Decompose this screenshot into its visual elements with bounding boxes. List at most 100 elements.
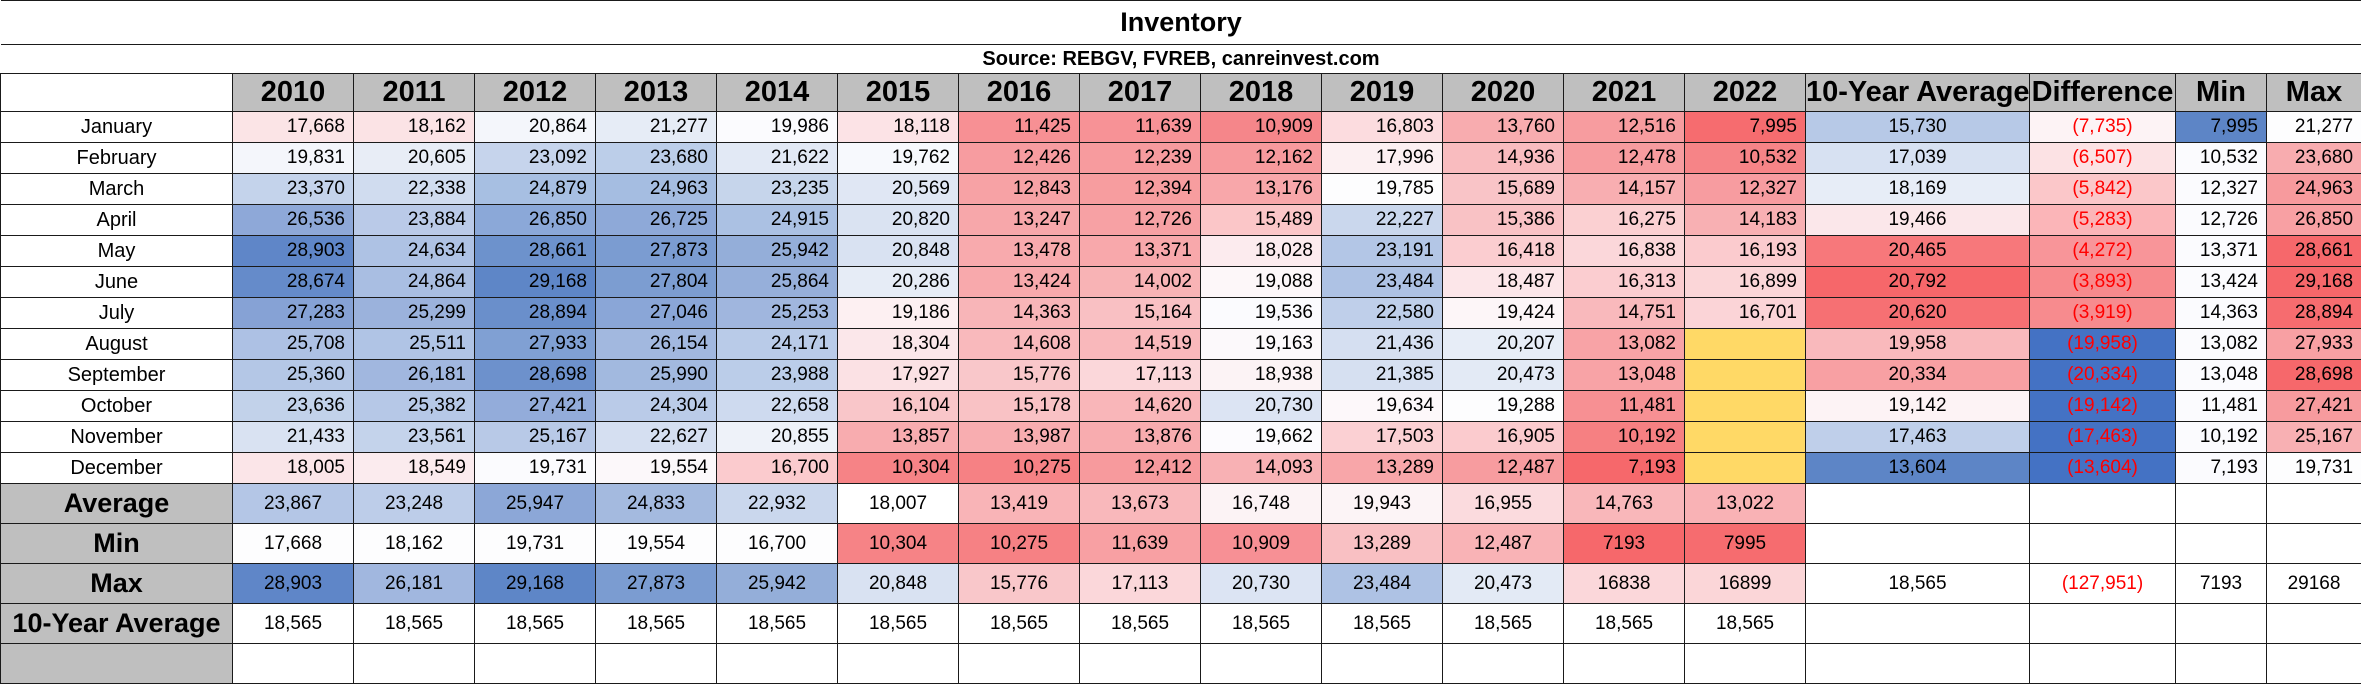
summary-cell[interactable]: 27,873	[595, 563, 717, 604]
month-label[interactable]: August	[0, 328, 233, 360]
inventory-cell[interactable]: 26,154	[595, 328, 717, 360]
inventory-cell[interactable]: 16,418	[1442, 235, 1564, 267]
summary-difference-cell[interactable]	[2029, 483, 2176, 524]
difference-cell[interactable]: (3,893)	[2029, 266, 2176, 298]
inventory-cell[interactable]: 14,608	[958, 328, 1080, 360]
inventory-cell[interactable]: 16,275	[1563, 204, 1685, 236]
ten-year-average-cell[interactable]: 19,958	[1805, 328, 2030, 360]
month-label[interactable]: December	[0, 452, 233, 484]
inventory-cell[interactable]: 24,171	[716, 328, 838, 360]
column-header[interactable]: Max	[2265, 73, 2361, 112]
inventory-cell[interactable]: 13,176	[1200, 173, 1322, 205]
summary-cell[interactable]: 18,565	[1684, 603, 1806, 644]
summary-average-cell[interactable]	[1805, 523, 2030, 564]
difference-cell[interactable]: (7,735)	[2029, 111, 2176, 143]
summary-cell[interactable]: 12,487	[1442, 523, 1564, 564]
summary-label[interactable]: Min	[0, 523, 233, 564]
ten-year-average-cell[interactable]: 20,334	[1805, 359, 2030, 391]
summary-cell[interactable]: 20,473	[1442, 563, 1564, 604]
inventory-cell[interactable]: 7,995	[1684, 111, 1806, 143]
inventory-cell[interactable]: 24,963	[595, 173, 717, 205]
ten-year-average-cell[interactable]: 19,466	[1805, 204, 2030, 236]
inventory-cell[interactable]: 21,277	[595, 111, 717, 143]
inventory-cell[interactable]: 12,394	[1079, 173, 1201, 205]
inventory-cell[interactable]: 18,304	[837, 328, 959, 360]
summary-max-cell[interactable]	[2265, 523, 2361, 564]
column-header[interactable]: 2018	[1200, 73, 1322, 112]
inventory-cell[interactable]: 18,549	[353, 452, 475, 484]
max-cell[interactable]: 25,167	[2265, 421, 2361, 453]
summary-min-cell[interactable]	[2175, 483, 2267, 524]
min-cell[interactable]: 11,481	[2175, 390, 2267, 422]
inventory-cell[interactable]: 25,864	[716, 266, 838, 298]
min-cell[interactable]: 13,424	[2175, 266, 2267, 298]
inventory-cell[interactable]: 16,104	[837, 390, 959, 422]
inventory-cell[interactable]: 20,855	[716, 421, 838, 453]
summary-cell[interactable]: 15,776	[958, 563, 1080, 604]
inventory-cell[interactable]: 14,936	[1442, 142, 1564, 174]
max-cell[interactable]: 21,277	[2265, 111, 2361, 143]
empty-cell[interactable]	[1442, 643, 1564, 684]
inventory-cell[interactable]: 15,178	[958, 390, 1080, 422]
summary-average-cell[interactable]	[1805, 603, 2030, 644]
difference-cell[interactable]: (19,142)	[2029, 390, 2176, 422]
summary-label[interactable]: Max	[0, 563, 233, 604]
inventory-cell[interactable]: 10,909	[1200, 111, 1322, 143]
ten-year-average-cell[interactable]: 13,604	[1805, 452, 2030, 484]
summary-cell[interactable]: 16838	[1563, 563, 1685, 604]
min-cell[interactable]: 12,726	[2175, 204, 2267, 236]
summary-cell[interactable]: 16,955	[1442, 483, 1564, 524]
max-cell[interactable]: 28,661	[2265, 235, 2361, 267]
summary-difference-cell[interactable]: (127,951)	[2029, 563, 2176, 604]
empty-cell[interactable]	[2175, 643, 2267, 684]
summary-cell[interactable]: 18,007	[837, 483, 959, 524]
inventory-cell[interactable]: 19,288	[1442, 390, 1564, 422]
summary-max-cell[interactable]	[2265, 483, 2361, 524]
inventory-cell[interactable]: 16,899	[1684, 266, 1806, 298]
empty-cell[interactable]	[1200, 643, 1322, 684]
inventory-cell[interactable]: 27,873	[595, 235, 717, 267]
summary-cell[interactable]: 13,022	[1684, 483, 1806, 524]
ten-year-average-cell[interactable]: 20,792	[1805, 266, 2030, 298]
summary-cell[interactable]: 18,565	[1079, 603, 1201, 644]
inventory-cell[interactable]: 20,286	[837, 266, 959, 298]
inventory-cell[interactable]	[1684, 359, 1806, 391]
inventory-cell[interactable]: 19,088	[1200, 266, 1322, 298]
header-corner-cell[interactable]	[0, 73, 233, 112]
column-header[interactable]: 2022	[1684, 73, 1806, 112]
inventory-cell[interactable]: 20,207	[1442, 328, 1564, 360]
summary-max-cell[interactable]	[2265, 603, 2361, 644]
inventory-cell[interactable]: 23,988	[716, 359, 838, 391]
max-cell[interactable]: 28,894	[2265, 297, 2361, 329]
summary-cell[interactable]: 17,668	[232, 523, 354, 564]
month-label[interactable]: October	[0, 390, 233, 422]
inventory-cell[interactable]: 19,634	[1321, 390, 1443, 422]
column-header[interactable]: 2013	[595, 73, 717, 112]
max-cell[interactable]: 26,850	[2265, 204, 2361, 236]
inventory-cell[interactable]: 13,247	[958, 204, 1080, 236]
column-header[interactable]: 10-Year Average	[1805, 73, 2030, 112]
inventory-cell[interactable]: 15,776	[958, 359, 1080, 391]
summary-cell[interactable]: 16,748	[1200, 483, 1322, 524]
difference-cell[interactable]: (13,604)	[2029, 452, 2176, 484]
column-header[interactable]: Min	[2175, 73, 2267, 112]
inventory-cell[interactable]: 16,803	[1321, 111, 1443, 143]
inventory-cell[interactable]: 18,005	[232, 452, 354, 484]
difference-cell[interactable]: (17,463)	[2029, 421, 2176, 453]
summary-cell[interactable]: 7995	[1684, 523, 1806, 564]
inventory-cell[interactable]: 19,762	[837, 142, 959, 174]
max-cell[interactable]: 29,168	[2265, 266, 2361, 298]
summary-cell[interactable]: 18,565	[232, 603, 354, 644]
difference-cell[interactable]: (19,958)	[2029, 328, 2176, 360]
summary-cell[interactable]: 18,565	[474, 603, 596, 644]
empty-cell[interactable]	[353, 643, 475, 684]
inventory-cell[interactable]: 22,658	[716, 390, 838, 422]
inventory-cell[interactable]: 16,838	[1563, 235, 1685, 267]
inventory-cell[interactable]: 28,903	[232, 235, 354, 267]
summary-cell[interactable]: 10,304	[837, 523, 959, 564]
inventory-cell[interactable]: 10,532	[1684, 142, 1806, 174]
summary-difference-cell[interactable]	[2029, 603, 2176, 644]
summary-difference-cell[interactable]	[2029, 523, 2176, 564]
inventory-cell[interactable]: 13,048	[1563, 359, 1685, 391]
inventory-cell[interactable]: 28,661	[474, 235, 596, 267]
